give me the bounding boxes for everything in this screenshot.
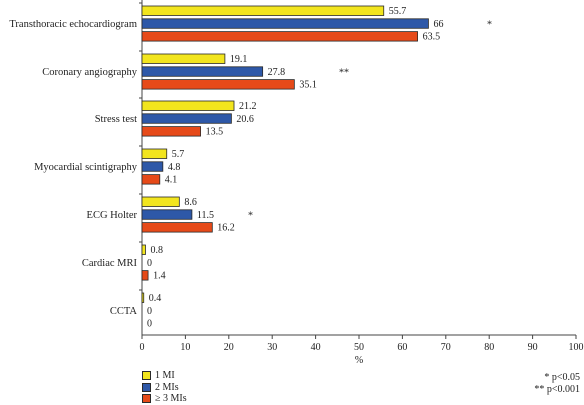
significance-mark-transthoracic-echocardiogram: * [487, 20, 492, 31]
bar-cardiac-mri-1-mi [141, 244, 146, 255]
data-label-myocardial-scintigraphy-3-mis: 4.1 [165, 175, 178, 186]
data-label-ecg-holter-1-mi: 8.6 [184, 197, 197, 208]
data-label-ccta-1-mi: 0.4 [149, 293, 162, 304]
bar-transthoracic-echocardiogram-1-mi [141, 5, 385, 16]
legend-item-3-mis: ≥ 3 MIs [142, 393, 187, 405]
data-label-cardiac-mri-1-mi: 0.8 [150, 245, 163, 256]
bar-myocardial-scintigraphy-2-mis [141, 161, 164, 172]
bar-stress-test-3-mis [141, 126, 201, 137]
legend-label-2-mis: 2 MIs [155, 381, 179, 393]
data-label-myocardial-scintigraphy-2-mis: 4.8 [168, 162, 181, 173]
data-label-coronary-angiography-2-mis: 27.8 [268, 67, 286, 78]
bar-coronary-angiography-3-mis [141, 79, 295, 90]
x-tick-label-50: 50 [354, 342, 364, 353]
data-label-myocardial-scintigraphy-1-mi: 5.7 [172, 149, 185, 160]
data-label-transthoracic-echocardiogram-2-mis: 66 [433, 19, 443, 30]
data-label-ecg-holter-3-mis: 16.2 [217, 223, 235, 234]
x-tick-label-100: 100 [569, 342, 584, 353]
x-axis-title: % [355, 355, 363, 366]
legend-swatch-3-mis [142, 394, 151, 404]
bar-ecg-holter-3-mis [141, 222, 213, 233]
bar-ecg-holter-1-mi [141, 196, 180, 207]
legend-swatch-2-mis [142, 382, 151, 392]
data-label-transthoracic-echocardiogram-3-mis: 63.5 [423, 32, 441, 43]
data-label-cardiac-mri-2-mis: 0 [147, 258, 152, 269]
x-tick-label-20: 20 [224, 342, 234, 353]
bar-myocardial-scintigraphy-1-mi [141, 148, 168, 159]
legend-item-2-mis: 2 MIs [142, 382, 187, 394]
bar-ccta-1-mi [141, 292, 145, 303]
category-label-ccta: CCTA [110, 306, 138, 317]
note-p005: * p<0.05 [544, 372, 580, 383]
bar-transthoracic-echocardiogram-2-mis [141, 18, 429, 29]
x-tick-label-40: 40 [311, 342, 321, 353]
legend-swatch-1-mi [142, 371, 151, 381]
x-tick-label-90: 90 [528, 342, 538, 353]
x-tick-label-80: 80 [484, 342, 494, 353]
category-label-stress-test: Stress test [95, 114, 137, 125]
legend-label-1-mi: 1 MI [155, 370, 175, 382]
data-label-coronary-angiography-1-mi: 19.1 [230, 54, 248, 65]
bar-myocardial-scintigraphy-3-mis [141, 174, 161, 185]
significance-mark-coronary-angiography: ** [339, 68, 349, 79]
category-label-cardiac-mri: Cardiac MRI [82, 258, 138, 269]
significance-notes: * p<0.05 ** p<0.001 [534, 372, 580, 396]
data-label-stress-test-2-mis: 20.6 [236, 114, 254, 125]
x-tick-label-30: 30 [267, 342, 277, 353]
category-label-coronary-angiography: Coronary angiography [42, 67, 138, 78]
legend-item-1-mi: 1 MI [142, 370, 187, 382]
x-tick-label-10: 10 [180, 342, 190, 353]
bar-transthoracic-echocardiogram-3-mis [141, 31, 418, 42]
x-tick-label-70: 70 [441, 342, 451, 353]
data-label-coronary-angiography-3-mis: 35.1 [299, 80, 317, 91]
category-label-ecg-holter: ECG Holter [87, 210, 138, 221]
category-label-myocardial-scintigraphy: Myocardial scintigraphy [34, 162, 138, 173]
bar-cardiac-mri-3-mis [141, 270, 149, 281]
legend: 1 MI 2 MIs ≥ 3 MIs [142, 370, 187, 405]
data-label-cardiac-mri-3-mis: 1.4 [153, 271, 166, 282]
data-label-ecg-holter-2-mis: 11.5 [197, 210, 214, 221]
significance-mark-ecg-holter: * [248, 211, 253, 222]
legend-label-3-mis: ≥ 3 MIs [155, 393, 187, 405]
x-tick-label-60: 60 [397, 342, 407, 353]
data-label-ccta-3-mis: 0 [147, 319, 152, 330]
note-p0001: ** p<0.001 [534, 384, 580, 395]
data-label-ccta-2-mis: 0 [147, 306, 152, 317]
data-label-transthoracic-echocardiogram-1-mi: 55.7 [389, 6, 407, 17]
bar-stress-test-2-mis [141, 113, 232, 124]
bar-coronary-angiography-2-mis [141, 66, 264, 77]
category-label-transthoracic-echocardiogram: Transthoracic echocardiogram [9, 19, 137, 30]
bar-ecg-holter-2-mis [141, 209, 193, 220]
bar-coronary-angiography-1-mi [141, 53, 226, 64]
data-label-stress-test-1-mi: 21.2 [239, 101, 257, 112]
x-tick-label-0: 0 [140, 342, 145, 353]
data-label-stress-test-3-mis: 13.5 [206, 127, 224, 138]
bar-stress-test-1-mi [141, 100, 235, 111]
